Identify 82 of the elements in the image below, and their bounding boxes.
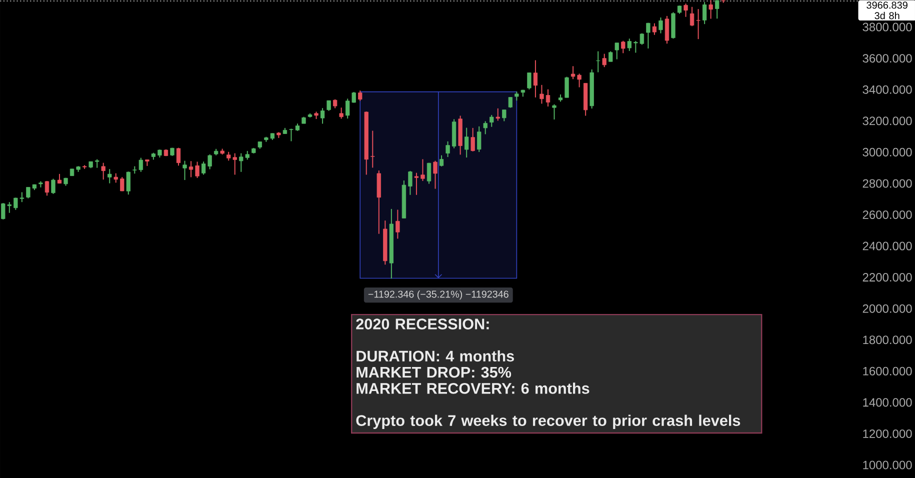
candlestick (44, 180, 50, 196)
candlestick (51, 178, 56, 194)
candlestick (57, 173, 62, 184)
candlestick (126, 171, 130, 196)
candlestick (195, 161, 200, 178)
y-tick-label: 2600.000 (862, 210, 912, 220)
y-tick-label: 1000.000 (863, 460, 912, 470)
candlestick (114, 172, 118, 184)
candlestick (690, 6, 694, 27)
candlestick (664, 15, 670, 44)
candlestick (533, 60, 538, 98)
band-label: −1192.346 (−35.21%) −1192346 (368, 290, 508, 300)
candlestick (477, 126, 482, 153)
candlestick (614, 42, 619, 60)
candlestick (101, 162, 106, 180)
candlestick (502, 109, 506, 122)
candlestick (602, 53, 606, 68)
candlestick (540, 84, 544, 104)
candlestick (564, 76, 569, 98)
candlestick (608, 50, 613, 62)
text: 3d 8h (874, 12, 900, 20)
y-tick-label: 3800.000 (862, 22, 912, 32)
candlestick (508, 96, 512, 108)
annotation: DURATION: 4 months (356, 350, 514, 362)
candlestick (188, 160, 194, 178)
candlestick (552, 104, 556, 120)
candlestick (108, 168, 112, 184)
candlestick (490, 114, 494, 128)
candlestick (433, 160, 438, 190)
y-tick-label: 3200.000 (862, 116, 912, 126)
candlestick (370, 130, 375, 168)
candlestick (496, 108, 500, 122)
candlestick (708, 0, 713, 20)
ref-line-label: 3966.839 (866, 2, 908, 9)
candlestick (414, 172, 419, 196)
y-tick-label: 2200.000 (862, 273, 912, 282)
candlestick (464, 127, 469, 158)
candlestick (715, 0, 720, 20)
candlestick (546, 88, 550, 108)
candlestick (702, 2, 707, 25)
candlestick (408, 170, 412, 196)
y-tick-label: 2800.000 (862, 179, 912, 188)
y-tick-label: 1200.000 (863, 429, 912, 438)
candlestick (289, 128, 294, 142)
candlestick (596, 50, 600, 73)
y-tick-label: 1400.000 (863, 398, 912, 407)
candlestick (627, 38, 632, 52)
candlestick (426, 162, 432, 184)
annotation: Crypto took 7 weeks to recover to prior crash levels (356, 414, 740, 430)
candlestick (470, 127, 475, 152)
annotation: 2020 RECESSION: (356, 318, 489, 330)
candlestick (396, 209, 400, 240)
candlestick (320, 108, 325, 124)
y-tick-label: 3000.000 (862, 148, 912, 156)
candlestick (339, 107, 344, 120)
candlestick (646, 22, 650, 49)
annotation: MARKET RECOVERY: 6 months (356, 382, 590, 394)
candlestick (696, 8, 700, 40)
y-tick-label: 1600.000 (863, 366, 912, 376)
y-tick-label: 3400.000 (862, 85, 912, 94)
y-tick-label: 2000.000 (862, 304, 912, 313)
candlestick (420, 158, 425, 182)
candlestick (483, 120, 488, 135)
candlestick (120, 176, 124, 192)
annotation: MARKET DROP: 35% (356, 366, 512, 378)
candlestick (439, 154, 444, 167)
y-tick-label: 2400.000 (862, 242, 912, 250)
candlestick (176, 147, 181, 166)
candlestick (570, 66, 576, 80)
candlestick (326, 100, 331, 112)
candlestick (527, 72, 532, 90)
candlestick (621, 40, 626, 54)
candlestick (358, 90, 362, 102)
y-tick-label: 3600.000 (862, 54, 912, 63)
candlestick (446, 140, 450, 158)
candlestick (376, 170, 381, 234)
y-tick-label: 1800.000 (863, 336, 912, 344)
candlestick (577, 73, 582, 88)
candlestick (658, 17, 663, 34)
candlestick (684, 3, 688, 18)
candlestick (652, 22, 657, 36)
candlestick (182, 160, 187, 181)
